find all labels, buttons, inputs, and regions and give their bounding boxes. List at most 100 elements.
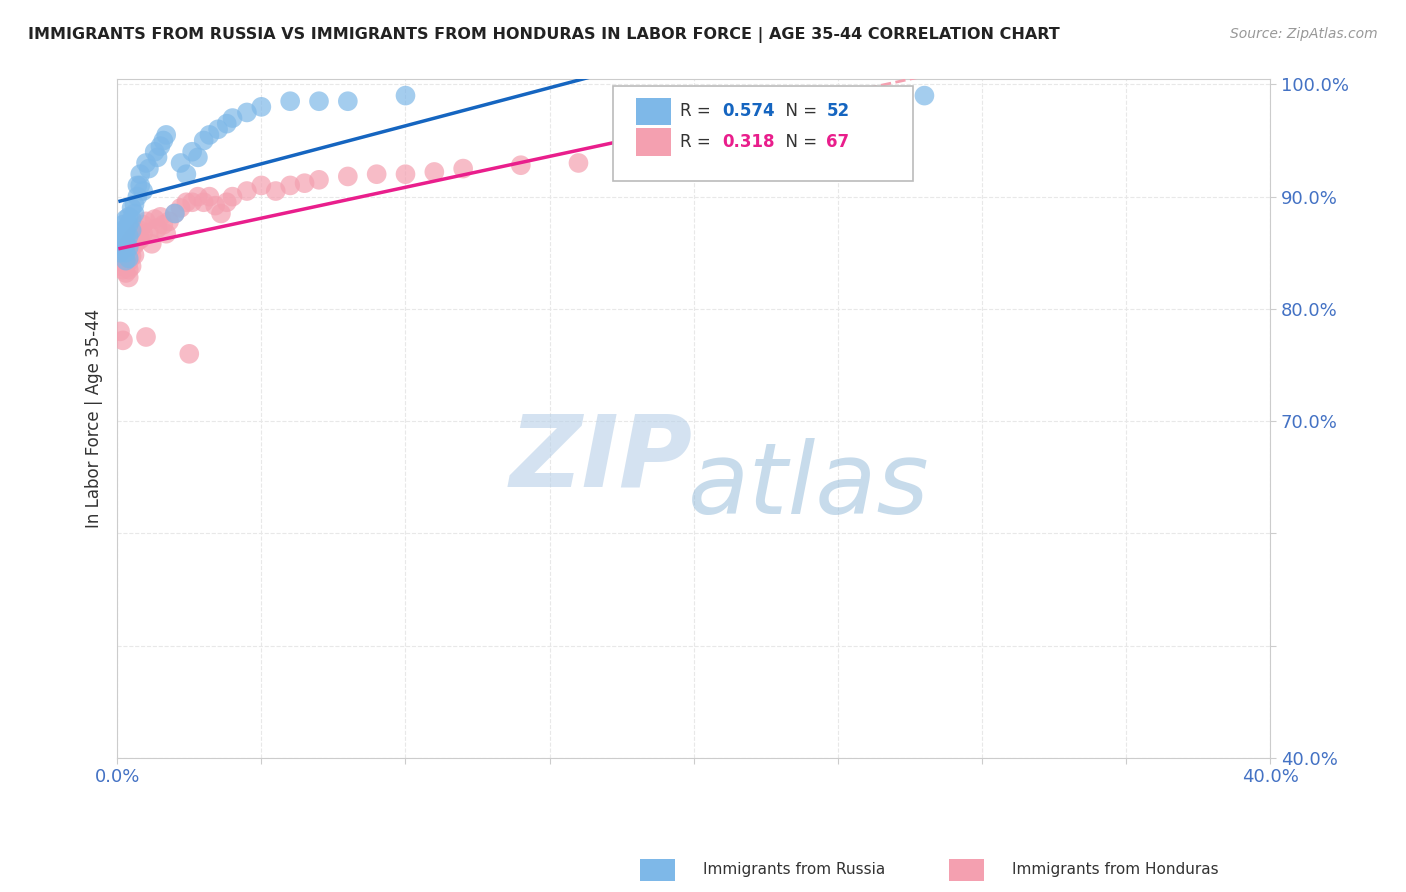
Point (129, 223, 152, 237)
Point (163, 206, 186, 220)
Point (336, 169, 359, 184)
Text: R =: R = (681, 103, 716, 120)
Point (118, 229, 141, 244)
Point (118, 240, 141, 254)
Point (682, 150, 704, 164)
Point (187, 189, 209, 203)
FancyBboxPatch shape (613, 86, 912, 181)
Point (127, 178, 149, 193)
Point (221, 189, 243, 203)
Point (169, 156, 191, 170)
Point (181, 195, 204, 210)
Text: N =: N = (775, 103, 823, 120)
Point (118, 218, 141, 232)
Point (187, 150, 209, 164)
Text: R =: R = (681, 133, 716, 151)
Y-axis label: In Labor Force | Age 35-44: In Labor Force | Age 35-44 (86, 309, 103, 528)
Point (215, 117, 238, 131)
Point (121, 232, 143, 246)
Point (198, 128, 221, 142)
Point (198, 189, 221, 203)
Point (108, 252, 131, 266)
Point (912, 88, 935, 103)
Point (111, 218, 134, 232)
Text: Immigrants from Honduras: Immigrants from Honduras (1012, 863, 1219, 877)
Point (152, 218, 174, 232)
Point (193, 134, 215, 148)
Point (366, 167, 388, 181)
Point (115, 257, 138, 271)
Point (740, 148, 762, 162)
Point (509, 158, 531, 172)
Point (278, 94, 301, 108)
Point (108, 259, 131, 273)
Text: 0.318: 0.318 (723, 133, 775, 151)
Text: Immigrants from Russia: Immigrants from Russia (703, 863, 886, 877)
Point (567, 156, 589, 170)
Point (115, 266, 138, 280)
Point (118, 210, 141, 224)
Point (118, 245, 141, 260)
Point (118, 262, 141, 277)
Point (115, 212, 138, 227)
Point (149, 210, 172, 224)
Point (118, 254, 141, 268)
Point (118, 270, 141, 285)
Point (124, 229, 146, 244)
Point (294, 176, 316, 190)
Point (250, 178, 273, 193)
Point (308, 173, 330, 187)
Text: ZIP: ZIP (510, 410, 693, 508)
Point (264, 184, 287, 198)
Point (115, 253, 138, 268)
Point (209, 206, 232, 220)
Point (121, 249, 143, 263)
Point (423, 165, 446, 179)
Text: Source: ZipAtlas.com: Source: ZipAtlas.com (1230, 27, 1378, 41)
Point (135, 330, 157, 344)
Point (336, 94, 359, 108)
Point (135, 214, 157, 228)
Point (111, 223, 134, 237)
Point (135, 156, 157, 170)
Point (127, 235, 149, 249)
Point (181, 145, 204, 159)
Point (236, 184, 259, 198)
Point (143, 212, 166, 227)
Point (163, 206, 186, 220)
Point (108, 245, 131, 260)
Point (215, 195, 238, 210)
Text: IMMIGRANTS FROM RUSSIA VS IMMIGRANTS FROM HONDURAS IN LABOR FORCE | AGE 35-44 CO: IMMIGRANTS FROM RUSSIA VS IMMIGRANTS FRO… (28, 27, 1060, 43)
Point (121, 259, 143, 273)
Point (176, 167, 198, 181)
Point (111, 240, 134, 254)
Point (118, 252, 141, 266)
Point (121, 201, 143, 215)
Text: 67: 67 (827, 133, 849, 151)
Point (115, 245, 138, 260)
Point (115, 248, 138, 262)
Text: 52: 52 (827, 103, 849, 120)
Point (451, 161, 474, 176)
Point (129, 232, 152, 246)
Point (108, 238, 131, 252)
Point (132, 227, 155, 241)
Point (108, 324, 131, 338)
Bar (636, 98, 671, 125)
Point (138, 226, 160, 240)
Point (141, 236, 163, 251)
Point (624, 153, 647, 168)
Bar (636, 128, 671, 155)
Point (111, 262, 134, 277)
Point (152, 134, 174, 148)
Point (176, 195, 198, 210)
Point (115, 229, 138, 244)
Point (394, 167, 416, 181)
Point (221, 111, 243, 125)
Point (111, 245, 134, 260)
Point (394, 88, 416, 103)
Point (121, 240, 143, 254)
Text: 0.574: 0.574 (723, 103, 775, 120)
Point (132, 218, 155, 232)
Point (111, 334, 134, 348)
